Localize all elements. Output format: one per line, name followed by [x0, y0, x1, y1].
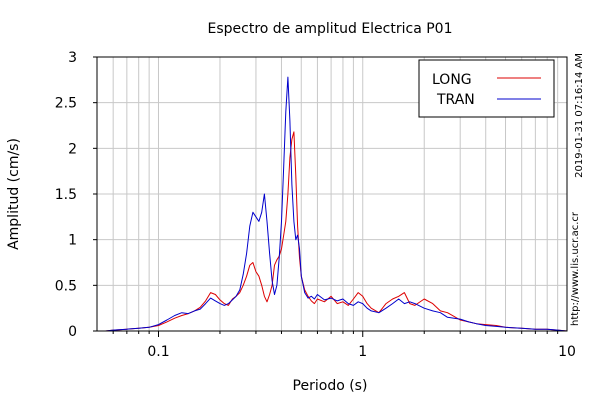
- axes-ticks: 0 0.5 1 1.5 2 2.5 3 0.1 1 10: [55, 50, 576, 360]
- legend-label-tran: TRAN: [436, 92, 475, 108]
- y-tick-label: 0.5: [55, 278, 77, 294]
- x-axis-label: Periodo (s): [293, 378, 368, 394]
- x-tick-label: 10: [558, 344, 576, 360]
- legend: LONG TRAN: [418, 59, 555, 118]
- grid-lines: [97, 57, 567, 331]
- series-line-tran: [105, 76, 568, 332]
- series-lines: [105, 76, 568, 332]
- source-url-text: http://www.lis.ucr.ac.cr: [570, 211, 581, 326]
- series-line-long: [105, 131, 568, 332]
- x-tick-label: 0.1: [147, 344, 169, 360]
- timestamp-text: 2019-01-31 07:16:14 AM: [574, 53, 585, 178]
- chart-title: Espectro de amplitud Electrica P01: [208, 21, 453, 37]
- y-axis-label: Amplitud (cm/s): [6, 138, 22, 250]
- y-tick-label: 0: [68, 324, 77, 340]
- legend-box: [418, 59, 555, 118]
- y-tick-label: 3: [68, 50, 77, 66]
- legend-label-long: LONG: [432, 72, 472, 88]
- y-tick-label: 1.5: [55, 187, 77, 203]
- x-tick-label: 1: [358, 344, 367, 360]
- y-tick-label: 1: [68, 233, 77, 249]
- y-tick-label: 2: [68, 141, 77, 157]
- y-tick-label: 2.5: [55, 96, 77, 112]
